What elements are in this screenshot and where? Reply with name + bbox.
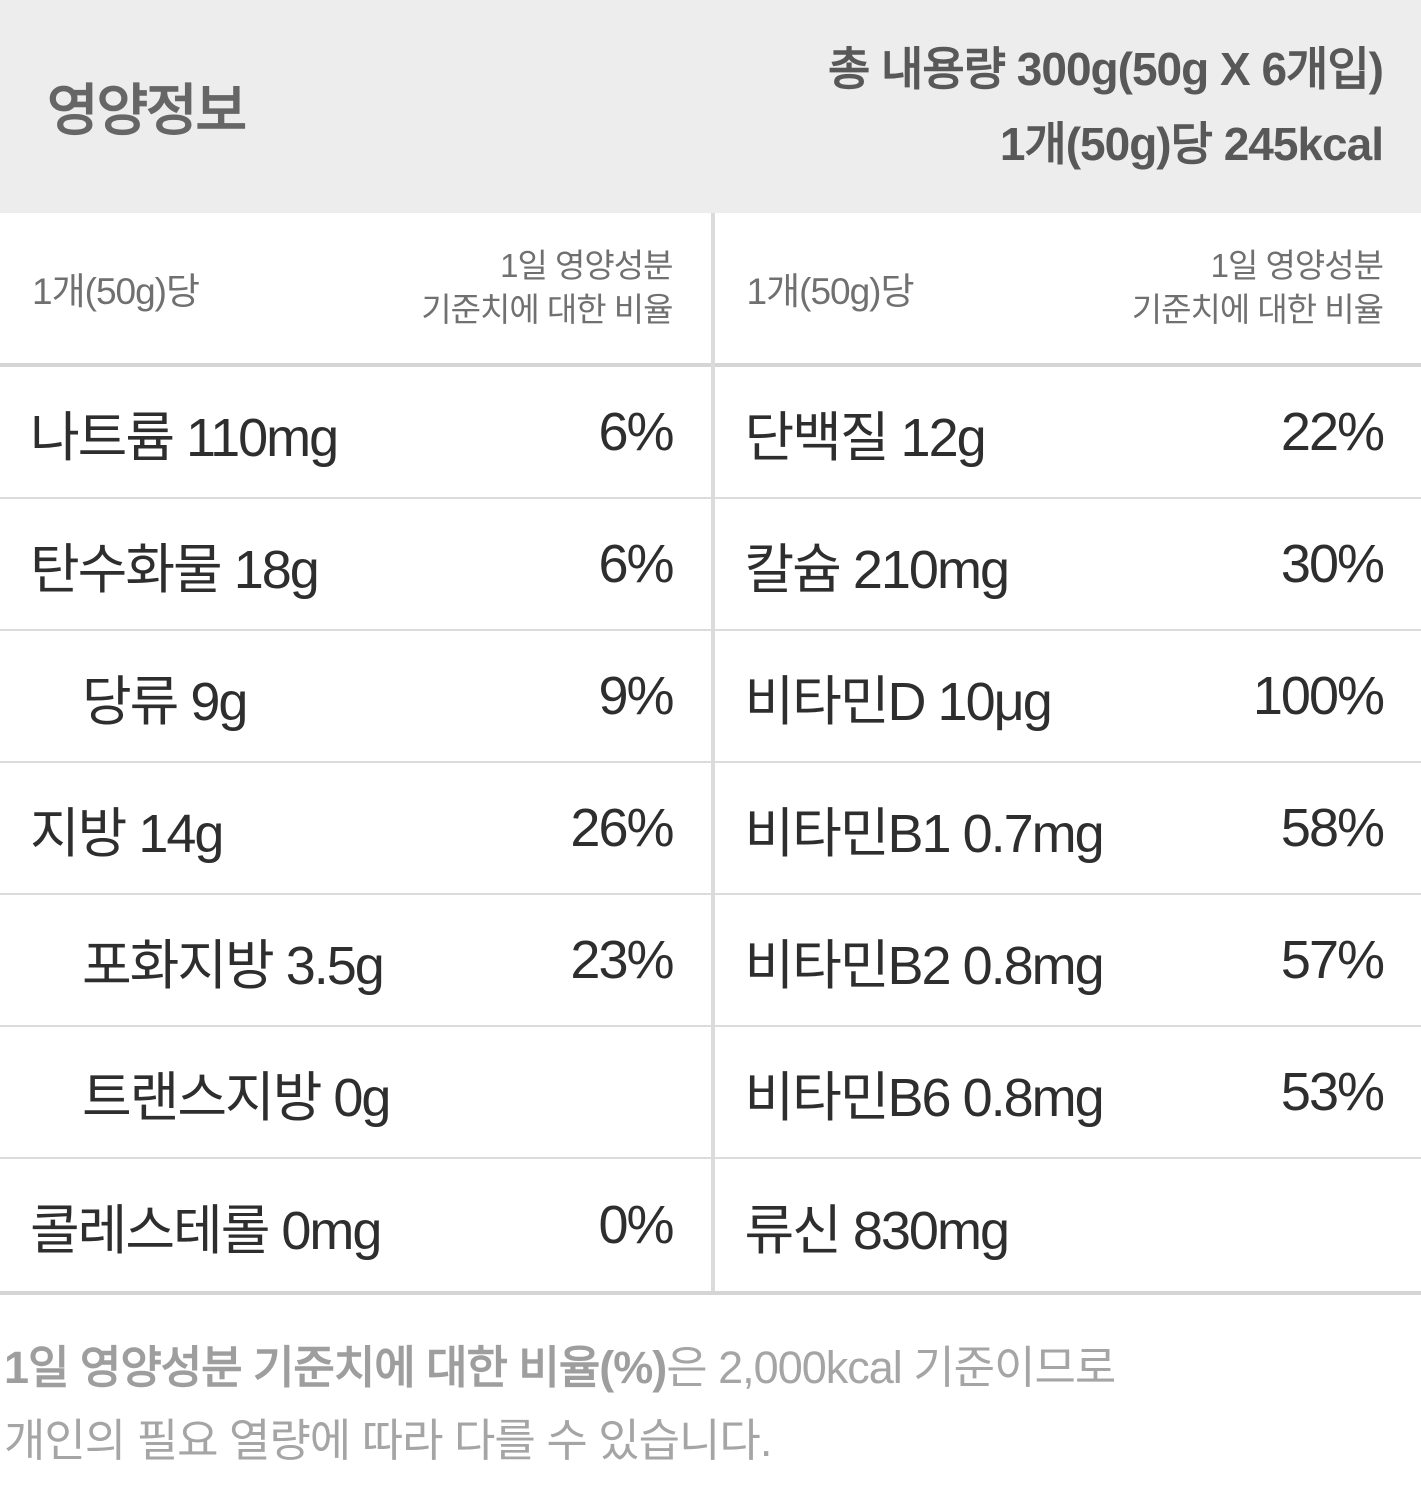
table-row-vitamin-d: 비타민D 10μg 100% bbox=[714, 631, 1421, 763]
nutrient-label: 비타민B6 0.8mg bbox=[744, 1067, 1105, 1128]
table-row-sodium: 나트륨 110mg 6% bbox=[0, 367, 711, 499]
daily-value-percent: 53% bbox=[1280, 1062, 1385, 1122]
daily-value-percent: 26% bbox=[570, 798, 674, 858]
nutrient-label: 트랜스지방 0g bbox=[82, 1067, 391, 1128]
page-title: 영양정보 bbox=[47, 79, 247, 142]
nutrient-label: 지방 14g bbox=[30, 803, 224, 864]
table-row-saturated-fat: 포화지방 3.5g 23% bbox=[0, 895, 711, 1027]
table-row-vitamin-b1: 비타민B1 0.7mg 58% bbox=[714, 763, 1421, 895]
table-row-trans-fat: 트랜스지방 0g bbox=[0, 1027, 711, 1159]
daily-value-percent: 22% bbox=[1280, 402, 1385, 462]
column-caption: 1개(50g)당 1일 영양성분 기준치에 대한 비율 bbox=[0, 213, 711, 367]
nutrient-label: 칼슘 210mg bbox=[744, 539, 1010, 600]
nutrient-label: 콜레스테롤 0mg bbox=[30, 1200, 382, 1261]
daily-value-percent: 30% bbox=[1280, 534, 1385, 594]
table-row-vitamin-b6: 비타민B6 0.8mg 53% bbox=[714, 1027, 1421, 1159]
nutrition-column-right: 1개(50g)당 1일 영양성분 기준치에 대한 비율 단백질 12g 22% … bbox=[710, 213, 1421, 1291]
daily-value-caption: 1일 영양성분 기준치에 대한 비율 bbox=[1131, 244, 1384, 332]
daily-value-percent: 6% bbox=[598, 534, 674, 594]
table-row-sugars: 당류 9g 9% bbox=[0, 631, 711, 763]
serving-caption: 1개(50g)당 bbox=[746, 271, 915, 312]
daily-value-percent: 58% bbox=[1280, 798, 1385, 858]
table-row-carbohydrate: 탄수화물 18g 6% bbox=[0, 499, 711, 631]
nutrient-label: 비타민D 10μg bbox=[744, 671, 1053, 732]
daily-value-percent: 0% bbox=[598, 1195, 674, 1255]
daily-value-percent: 9% bbox=[598, 666, 674, 726]
nutrient-label: 당류 9g bbox=[82, 671, 248, 732]
table-row-protein: 단백질 12g 22% bbox=[714, 367, 1421, 499]
daily-value-caption-line2: 기준치에 대한 비율 bbox=[421, 291, 673, 328]
total-contents: 총 내용량 300g(50g X 6개입) bbox=[827, 42, 1384, 95]
table-row-fat: 지방 14g 26% bbox=[0, 763, 711, 895]
daily-value-percent: 100% bbox=[1252, 666, 1385, 726]
table-row-leucine: 류신 830mg bbox=[715, 1159, 1421, 1291]
nutrient-label: 나트륨 110mg bbox=[30, 407, 339, 468]
footnote: 1일 영양성분 기준치에 대한 비율(%)은 2,000kcal 기준이므로 개… bbox=[0, 1295, 1421, 1498]
nutrient-label: 탄수화물 18g bbox=[30, 539, 320, 600]
per-piece-calories: 1개(50g)당 245kcal bbox=[999, 117, 1384, 170]
header-totals: 총 내용량 300g(50g X 6개입) 1개(50g)당 245kcal bbox=[827, 32, 1384, 182]
nutrient-label: 류신 830mg bbox=[744, 1200, 1010, 1261]
footnote-line1-rest: 은 2,000kcal 기준이므로 bbox=[666, 1342, 1116, 1393]
daily-value-percent: 23% bbox=[570, 930, 674, 990]
column-caption: 1개(50g)당 1일 영양성분 기준치에 대한 비율 bbox=[714, 213, 1421, 367]
table-row-cholesterol: 콜레스테롤 0mg 0% bbox=[0, 1159, 711, 1291]
daily-value-percent: 57% bbox=[1280, 930, 1385, 990]
nutrient-label: 비타민B1 0.7mg bbox=[744, 803, 1105, 864]
nutrient-label: 비타민B2 0.8mg bbox=[744, 935, 1105, 996]
daily-value-caption-line1: 1일 영양성분 bbox=[1210, 247, 1384, 284]
daily-value-caption-line1: 1일 영양성분 bbox=[500, 247, 673, 284]
footnote-line1: 1일 영양성분 기준치에 대한 비율(%)은 2,000kcal 기준이므로 bbox=[4, 1331, 1401, 1404]
nutrition-table: 1개(50g)당 1일 영양성분 기준치에 대한 비율 나트륨 110mg 6%… bbox=[0, 213, 1421, 1295]
daily-value-caption-line2: 기준치에 대한 비율 bbox=[1131, 291, 1384, 328]
daily-value-percent: 6% bbox=[598, 402, 674, 462]
header: 영양정보 총 내용량 300g(50g X 6개입) 1개(50g)당 245k… bbox=[0, 0, 1421, 213]
serving-caption: 1개(50g)당 bbox=[32, 271, 200, 312]
nutrition-column-left: 1개(50g)당 1일 영양성분 기준치에 대한 비율 나트륨 110mg 6%… bbox=[0, 213, 711, 1291]
nutrient-label: 포화지방 3.5g bbox=[82, 935, 385, 996]
nutrient-label: 단백질 12g bbox=[744, 407, 987, 468]
footnote-bold: 1일 영양성분 기준치에 대한 비율(%) bbox=[4, 1342, 667, 1393]
daily-value-caption: 1일 영양성분 기준치에 대한 비율 bbox=[421, 244, 673, 332]
table-row-vitamin-b2: 비타민B2 0.8mg 57% bbox=[714, 895, 1421, 1027]
table-row-calcium: 칼슘 210mg 30% bbox=[714, 499, 1421, 631]
footnote-line2: 개인의 필요 열량에 따라 다를 수 있습니다. bbox=[4, 1415, 772, 1466]
